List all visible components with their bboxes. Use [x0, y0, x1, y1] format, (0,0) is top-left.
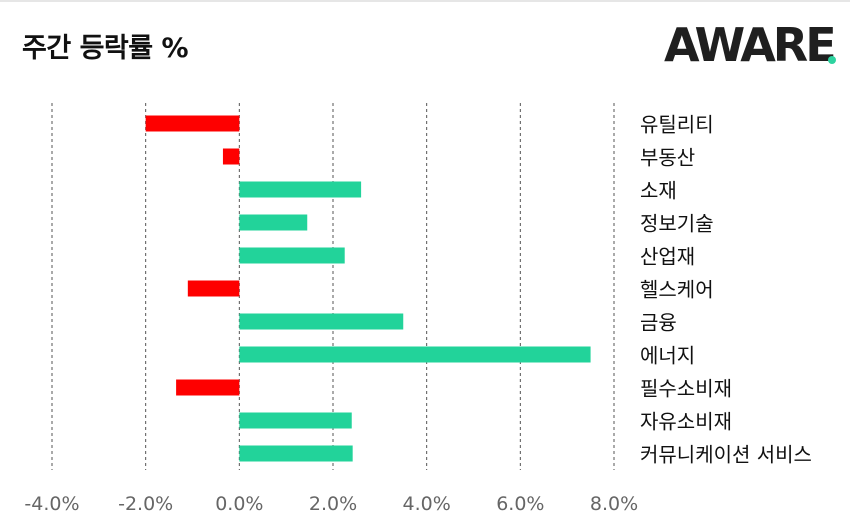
x-tick-label: 0.0%	[215, 493, 263, 515]
bar-7	[239, 346, 591, 363]
category-label: 필수소비재	[640, 377, 732, 401]
top-rule	[0, 0, 850, 2]
category-label: 에너지	[640, 344, 695, 368]
bar-5	[187, 280, 240, 297]
bar-6	[239, 313, 404, 330]
bar-0	[145, 115, 240, 132]
logo-dot	[828, 56, 836, 64]
category-label: 금융	[640, 311, 677, 335]
category-label: 커뮤니케이션 서비스	[640, 443, 812, 467]
bar-1	[222, 148, 240, 165]
bar-4	[239, 247, 345, 264]
bar-2	[239, 181, 362, 198]
category-label: 부동산	[640, 146, 695, 170]
category-label: 유틸리티	[640, 113, 714, 137]
category-label: 자유소비재	[640, 410, 732, 434]
x-tick-label: 4.0%	[403, 493, 451, 515]
category-label: 소재	[640, 179, 677, 203]
bar-10	[239, 445, 353, 462]
aware-logo: AWARE	[664, 18, 838, 72]
category-label: 헬스케어	[640, 278, 714, 302]
x-tick-label: 6.0%	[496, 493, 544, 515]
x-tick-label: -2.0%	[118, 493, 173, 515]
category-label: 정보기술	[640, 212, 714, 236]
x-tick-label: 2.0%	[309, 493, 357, 515]
bar-8	[176, 379, 240, 396]
bar-3	[239, 214, 308, 231]
logo-text: AWARE	[664, 18, 837, 72]
page-title: 주간 등락률 %	[22, 33, 189, 64]
x-tick-label: -4.0%	[24, 493, 79, 515]
x-tick-label: 8.0%	[590, 493, 638, 515]
bar-9	[239, 412, 352, 429]
category-label: 산업재	[640, 245, 695, 269]
